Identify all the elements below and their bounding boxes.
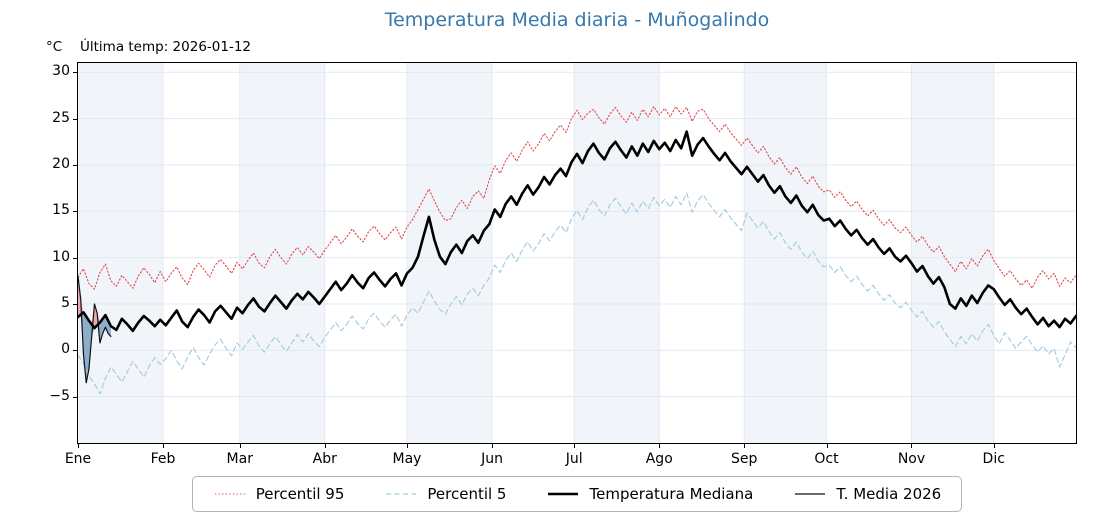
x-tick-mark xyxy=(826,444,828,448)
anomaly-fill-above xyxy=(78,276,111,329)
legend-sample-line xyxy=(386,493,417,495)
plot-area xyxy=(78,63,1076,443)
legend-box: Percentil 95 Percentil 5 Temperatura Media… xyxy=(191,476,963,512)
chart-title: Temperatura Media diaria - Muñogalindo xyxy=(384,9,770,31)
anomaly-fill-below xyxy=(78,312,111,383)
y-tick-label: 15 xyxy=(52,202,70,219)
x-tick-mark xyxy=(659,444,661,448)
series-line-percentil-95 xyxy=(78,106,1076,290)
legend-item-label: Temperatura Mediana xyxy=(589,485,754,503)
legend-item-label: T. Media 2026 xyxy=(836,485,942,503)
legend-item: Percentil 95 xyxy=(213,485,345,503)
y-tick-label: 10 xyxy=(52,248,70,265)
y-tick-mark xyxy=(73,350,77,352)
x-tick-label: Ene xyxy=(64,451,92,467)
y-tick-mark xyxy=(73,164,77,166)
x-tick-label: Nov xyxy=(897,451,926,467)
month-band xyxy=(911,63,994,443)
legend-item: Percentil 5 xyxy=(384,485,506,503)
x-tick-label: Abr xyxy=(312,451,337,467)
series-line-temperatura-mediana xyxy=(78,130,1076,333)
y-tick-mark xyxy=(73,303,77,305)
y-tick-mark xyxy=(73,118,77,120)
x-tick-label: May xyxy=(392,451,422,467)
last-temp-label: Última temp: 2026-01-12 xyxy=(80,39,252,55)
y-tick-label: 30 xyxy=(52,63,70,80)
x-tick-label: Jun xyxy=(481,451,503,467)
x-tick-label: Ago xyxy=(645,451,673,467)
month-band xyxy=(574,63,660,443)
y-tick-label: 0 xyxy=(61,341,70,358)
month-band xyxy=(239,63,325,443)
y-tick-mark xyxy=(73,72,77,74)
y-tick-label: 20 xyxy=(52,155,70,172)
x-tick-mark xyxy=(324,444,326,448)
x-tick-label: Jul xyxy=(565,451,583,467)
x-tick-mark xyxy=(492,444,493,448)
legend-sample-line xyxy=(795,493,826,495)
legend-item-label: Percentil 5 xyxy=(427,485,507,503)
x-tick-mark xyxy=(239,444,241,448)
x-tick-mark xyxy=(744,444,746,448)
x-tick-mark xyxy=(911,444,913,448)
legend-sample-line xyxy=(214,493,245,495)
legend-sample-line xyxy=(548,492,579,496)
y-tick-mark xyxy=(73,211,77,213)
legend-item: Temperatura Mediana xyxy=(546,485,753,503)
x-tick-label: Oct xyxy=(814,451,839,467)
x-tick-mark xyxy=(162,444,164,448)
y-tick-mark xyxy=(73,396,77,398)
x-tick-mark xyxy=(574,444,576,448)
plot-frame xyxy=(77,62,1077,444)
x-tick-label: Dic xyxy=(982,451,1005,467)
series-line-percentil-5 xyxy=(78,192,1076,395)
month-band xyxy=(744,63,827,443)
x-tick-label: Sep xyxy=(731,451,758,467)
legend-item-label: Percentil 95 xyxy=(255,485,345,503)
y-tick-label: −5 xyxy=(49,387,70,404)
y-tick-label: 5 xyxy=(61,294,70,311)
y-tick-mark xyxy=(73,257,77,259)
legend-wrap: Percentil 95 Percentil 5 Temperatura Media… xyxy=(78,476,1076,512)
y-units-label: °C xyxy=(46,39,63,55)
series-line-t-media-2026 xyxy=(78,275,112,384)
y-tick-label: 25 xyxy=(52,109,70,126)
x-tick-label: Mar xyxy=(226,451,253,467)
x-tick-mark xyxy=(407,444,408,448)
legend-item: T. Media 2026 xyxy=(793,485,941,503)
x-tick-mark xyxy=(993,444,995,448)
x-tick-mark xyxy=(78,444,79,448)
month-band xyxy=(78,63,163,443)
x-tick-label: Feb xyxy=(150,451,176,467)
